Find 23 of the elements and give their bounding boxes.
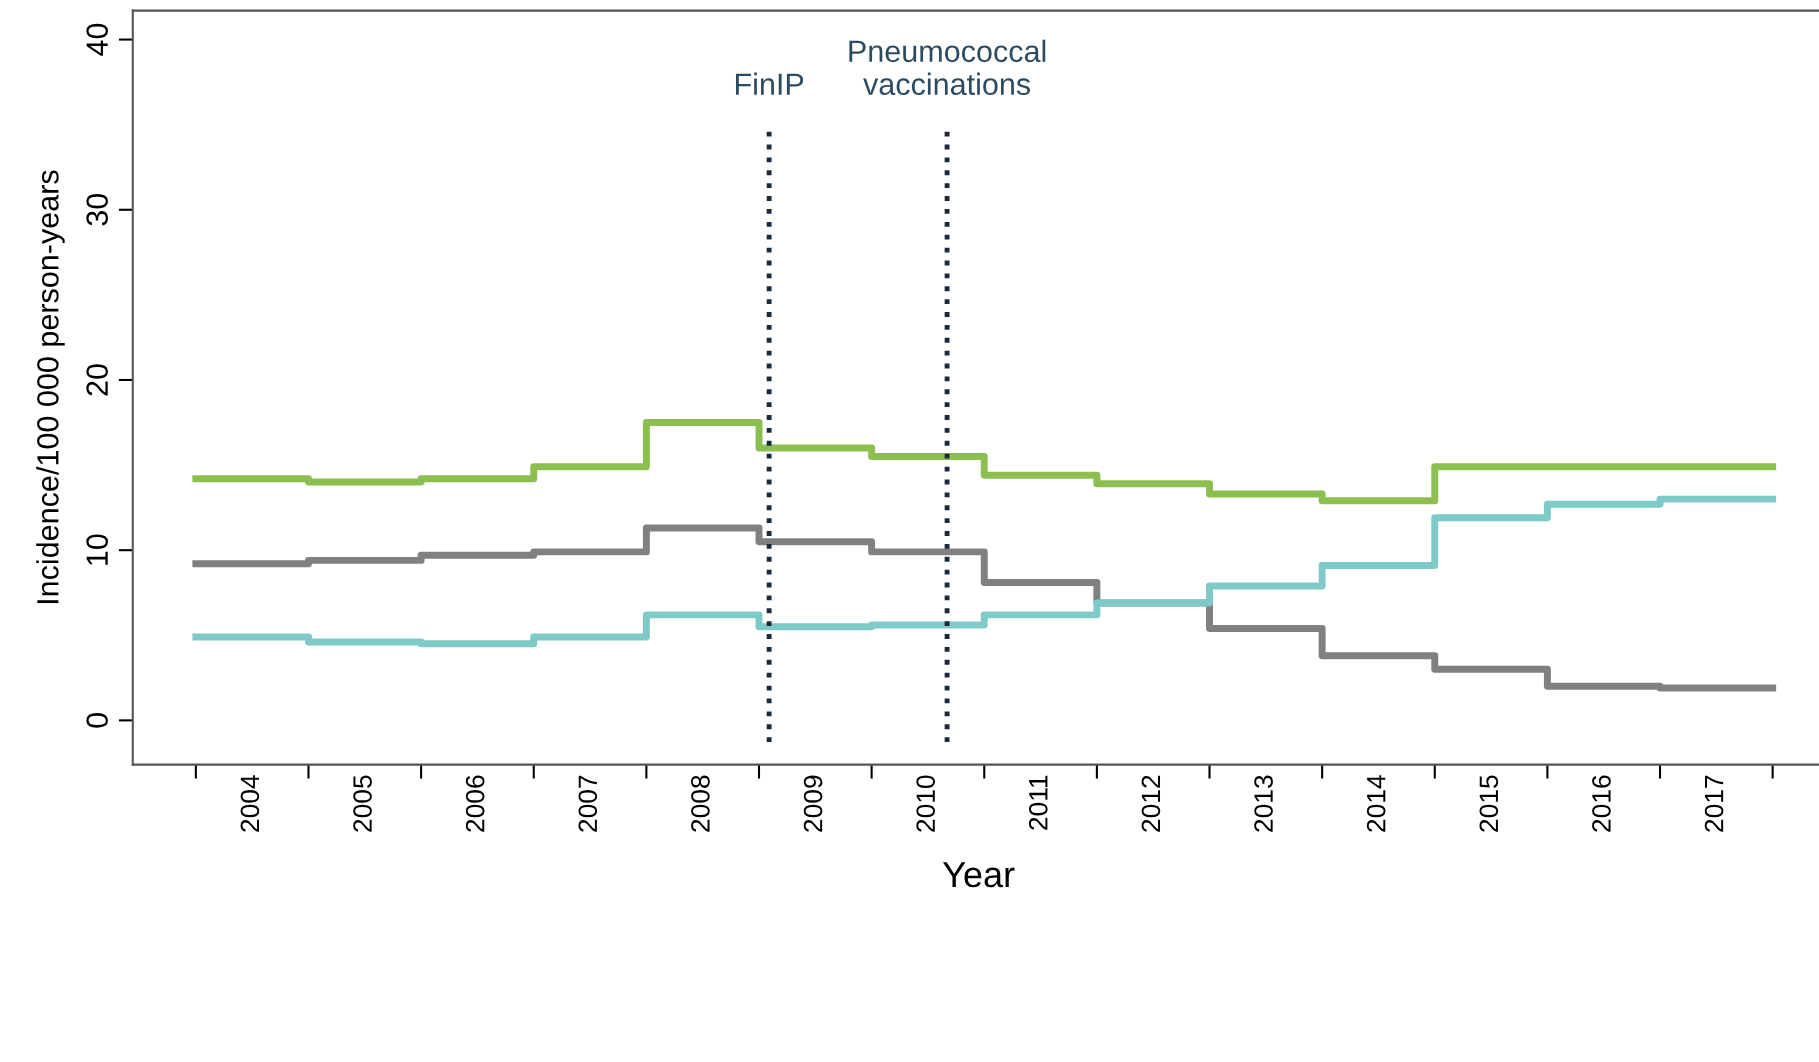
ref-line-label: FinIP bbox=[735, 72, 804, 95]
y-axis-title: Incidence/100 000 person-years bbox=[36, 170, 65, 604]
x-tick-label: 2015 bbox=[1479, 775, 1499, 832]
x-tick-label: 2016 bbox=[1592, 775, 1611, 832]
x-tick-label: 2017 bbox=[1704, 775, 1724, 832]
x-tick-label: 2014 bbox=[1366, 775, 1386, 832]
y-tick-label: 10 bbox=[86, 534, 108, 565]
x-tick-label: 2005 bbox=[353, 775, 372, 832]
x-tick-label: 2004 bbox=[240, 775, 260, 832]
x-axis-title: Year bbox=[942, 862, 1015, 888]
x-tick-label: 2008 bbox=[691, 775, 710, 832]
x-tick-label: 2007 bbox=[578, 775, 598, 832]
ref-line-label: Pneumococcal vaccinations bbox=[849, 39, 1046, 96]
x-tick-label: 2013 bbox=[1254, 775, 1273, 832]
x-tick-label: 2006 bbox=[465, 775, 485, 832]
x-tick-label: 2009 bbox=[803, 775, 823, 832]
y-tick-label: 20 bbox=[86, 364, 108, 396]
y-tick-label: 40 bbox=[86, 23, 108, 56]
x-tick-label: 2012 bbox=[1141, 775, 1161, 832]
y-tick-label: 30 bbox=[86, 193, 108, 226]
x-tick-label: 2010 bbox=[916, 775, 936, 832]
x-tick-label: 2011 bbox=[1028, 775, 1048, 830]
y-tick-label: 0 bbox=[86, 713, 108, 728]
